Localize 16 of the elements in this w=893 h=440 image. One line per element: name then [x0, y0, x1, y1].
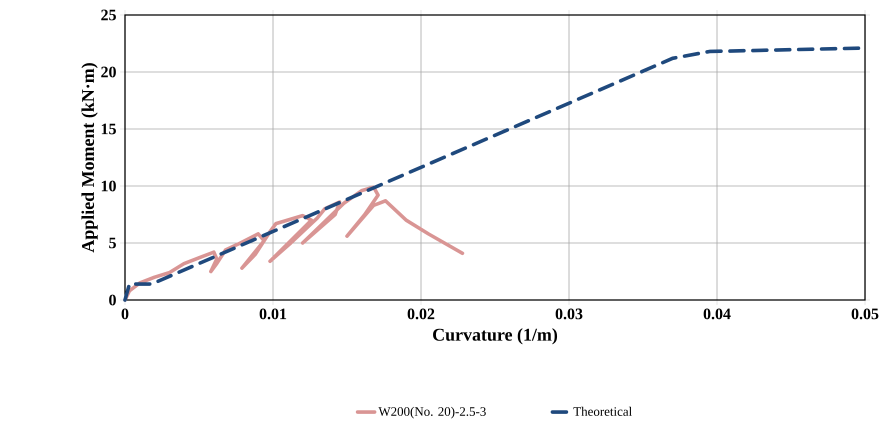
- y-tick-label: 10: [102, 180, 116, 192]
- x-tick-label: 0.05: [852, 308, 878, 320]
- y-tick-label: 15: [102, 124, 116, 134]
- x-tick-label: 0.02: [408, 308, 434, 320]
- y-tick-label: 20: [101, 66, 116, 78]
- y-axis-title: Applied Moment (kN·m): [81, 63, 98, 252]
- x-tick-label: 0.03: [556, 308, 582, 320]
- x-tick-label: 0.04: [704, 308, 731, 320]
- y-tick-label: 25: [101, 10, 116, 20]
- x-tick-label: 0: [122, 308, 128, 320]
- legend-label: W200(No. 20)-2.5-3: [378, 406, 486, 419]
- x-axis-title: Curvature (1/m): [433, 328, 558, 344]
- y-tick-label: 5: [109, 238, 116, 248]
- legend-label: Theoretical: [573, 406, 632, 416]
- x-tick-label: 0.01: [260, 308, 286, 320]
- y-tick-label: 0: [109, 294, 116, 306]
